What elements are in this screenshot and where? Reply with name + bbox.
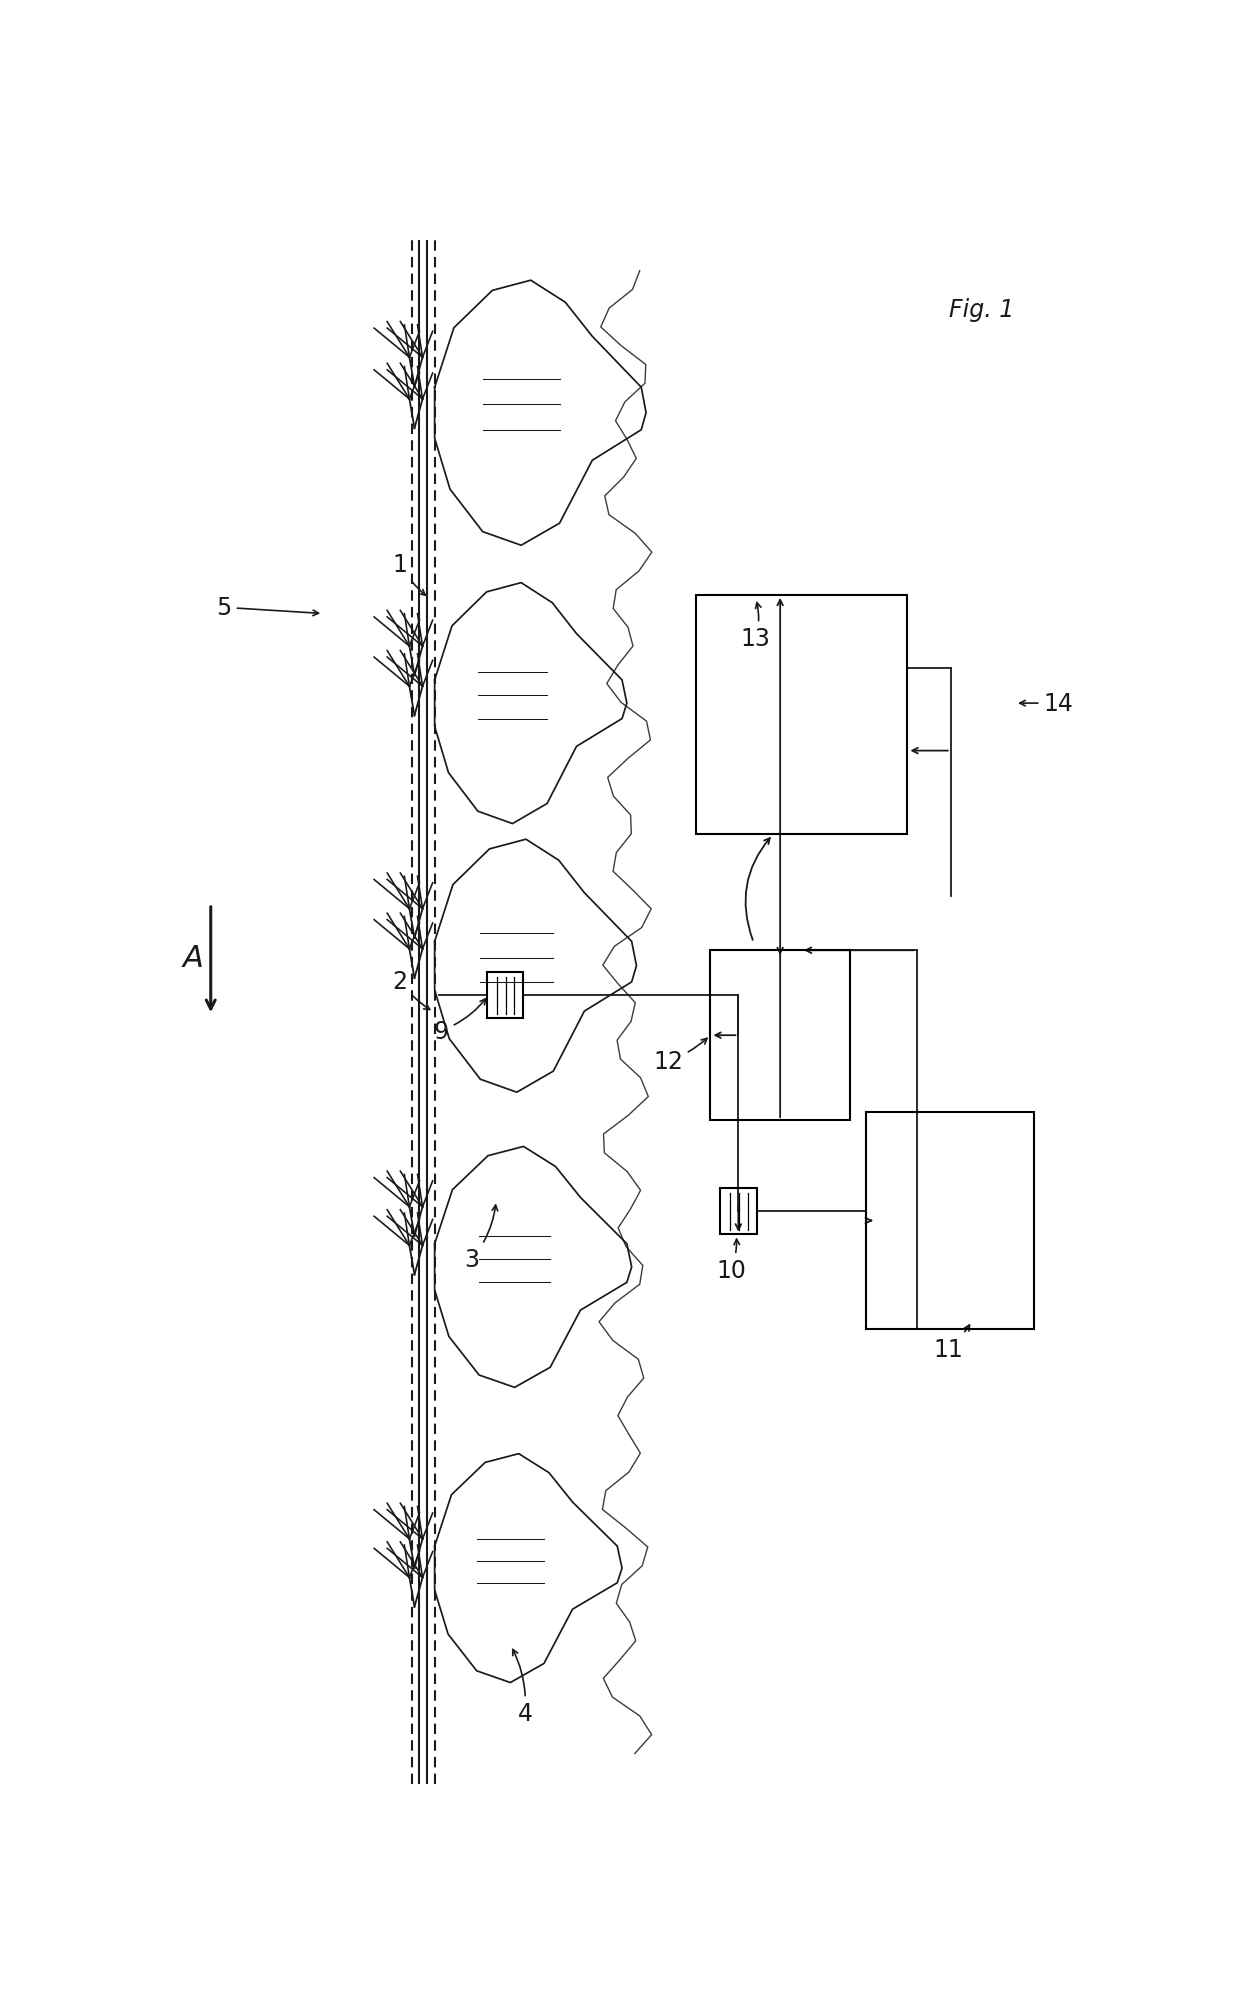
Text: 3: 3 xyxy=(465,1205,497,1271)
Bar xyxy=(866,1113,1034,1329)
Text: 12: 12 xyxy=(653,1039,707,1075)
Text: 5: 5 xyxy=(217,595,319,620)
Bar xyxy=(696,595,908,834)
Text: 9: 9 xyxy=(434,998,486,1043)
Text: 14: 14 xyxy=(1019,692,1074,716)
Text: 4: 4 xyxy=(512,1650,532,1726)
Bar xyxy=(486,972,523,1019)
Text: A: A xyxy=(184,944,203,972)
Text: 11: 11 xyxy=(932,1325,970,1361)
Text: 13: 13 xyxy=(740,604,770,652)
Text: 2: 2 xyxy=(393,970,430,1011)
Text: 10: 10 xyxy=(717,1239,746,1283)
Bar xyxy=(720,1189,756,1235)
Text: 1: 1 xyxy=(393,553,425,595)
Text: Fig. 1: Fig. 1 xyxy=(949,299,1014,323)
Bar xyxy=(711,950,849,1121)
